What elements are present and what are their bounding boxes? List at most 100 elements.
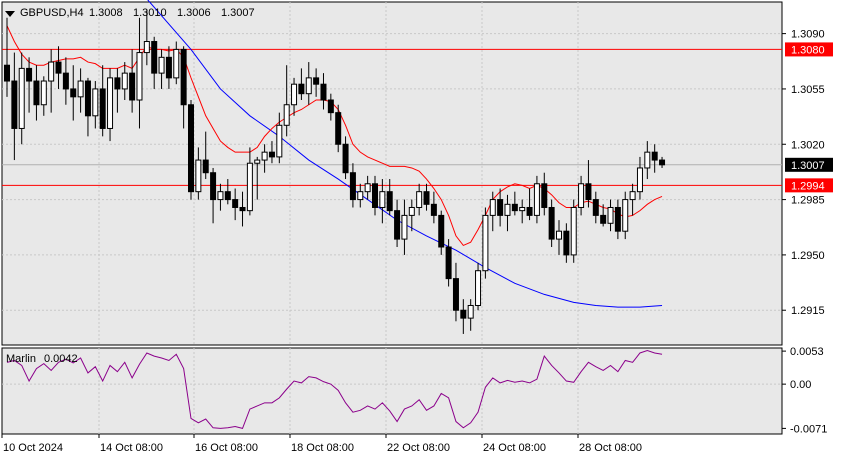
- candle-bear: [342, 143, 349, 174]
- candle-bear: [320, 83, 327, 101]
- lower-level-badge-text: 1.2994: [791, 180, 825, 192]
- candle-bull: [92, 88, 99, 117]
- candle-bull: [489, 199, 496, 216]
- candle-bear: [313, 77, 320, 85]
- candle-bull: [408, 206, 415, 216]
- marlin-line: [6, 349, 663, 429]
- candle-bear: [99, 88, 106, 129]
- candle-bear: [298, 83, 305, 95]
- ohlc-close: 1.3007: [221, 7, 255, 19]
- candle-bull: [416, 191, 423, 208]
- candle-bear: [11, 80, 18, 129]
- main-pane-background: [1, 1, 783, 346]
- candle-bear: [614, 206, 621, 232]
- candle-bear: [210, 172, 217, 201]
- candle-bear: [4, 64, 10, 82]
- candle-bull: [173, 48, 180, 79]
- candle-bear: [349, 172, 356, 201]
- candle-bear: [526, 206, 533, 216]
- indicator-value: 0.0042: [44, 353, 78, 365]
- candle-bear: [430, 203, 437, 216]
- osc-tick-label: 0.0053: [790, 346, 824, 358]
- candle-bull: [158, 56, 165, 74]
- candle-bear: [445, 246, 452, 280]
- candle-bull: [475, 270, 482, 306]
- candle-bull: [629, 191, 636, 201]
- oscillator-layer: [6, 349, 663, 429]
- candle-bull: [305, 77, 312, 95]
- moving-average-layer: [147, 0, 663, 308]
- candle-bull: [77, 80, 84, 98]
- candle-bull: [291, 83, 298, 106]
- price-tick-label: 1.3020: [791, 139, 825, 151]
- candle-bull: [570, 206, 577, 256]
- candle-bull: [136, 52, 143, 101]
- candles-layer: [4, 9, 666, 334]
- candle-bear: [239, 206, 246, 212]
- candle-bull: [519, 206, 526, 212]
- price-tick-label: 1.2950: [791, 250, 825, 262]
- candle-bull: [121, 72, 128, 90]
- time-tick-label: 10 Oct 2024: [3, 442, 63, 454]
- time-tick-label: 22 Oct 08:00: [387, 442, 450, 454]
- candle-bull: [107, 77, 114, 129]
- candle-bear: [70, 88, 77, 98]
- oscillator-grid: [2, 348, 782, 434]
- candle-bear: [188, 104, 194, 193]
- time-tick-label: 28 Oct 08:00: [579, 442, 642, 454]
- candle-bear: [55, 61, 62, 74]
- candle-bull: [636, 167, 643, 193]
- candle-bear: [563, 230, 570, 256]
- candle-bear: [26, 67, 33, 82]
- price-tick-label: 1.2915: [791, 305, 825, 317]
- upper-level-badge: 1.3080: [785, 42, 833, 57]
- ohlc-open: 1.3008: [89, 7, 123, 19]
- candle-bull: [195, 159, 202, 193]
- candle-bear: [541, 183, 548, 208]
- candle-bull: [622, 199, 629, 232]
- time-tick-label: 24 Oct 08:00: [483, 442, 546, 454]
- price-tick-label: 1.3090: [791, 29, 825, 41]
- candle-bear: [600, 214, 607, 224]
- candle-bear: [548, 206, 555, 240]
- oscillator-pane-background: [1, 347, 783, 435]
- moving-average-line: [147, 0, 663, 308]
- candle-bull: [467, 304, 474, 319]
- osc-tick-label: 0.00: [790, 379, 811, 391]
- candle-bull: [379, 191, 386, 208]
- candle-bear: [114, 77, 121, 90]
- candle-bear: [423, 191, 430, 205]
- candle-bull: [556, 230, 562, 240]
- candle-bull: [533, 183, 540, 216]
- candle-bear: [438, 214, 445, 248]
- oscillator-axis[interactable]: 0.0053 0.00 -0.0071: [782, 346, 827, 435]
- candle-bull: [364, 183, 371, 193]
- candle-bull: [18, 67, 25, 129]
- chart-menu-triangle-icon[interactable]: [5, 11, 15, 17]
- price-axis[interactable]: 1.3090 1.3055 1.3020 1.2985 1.2950 1.2915: [782, 29, 825, 318]
- indicator-name: Marlin: [6, 353, 36, 365]
- candle-bear: [592, 199, 599, 216]
- envelope-line: [6, 25, 663, 247]
- candle-bear: [394, 210, 401, 240]
- candle-bear: [651, 151, 658, 161]
- ohlc-high: 1.3010: [133, 7, 167, 19]
- candle-bear: [386, 191, 393, 212]
- candle-bear: [335, 112, 342, 145]
- time-tick-label: 14 Oct 08:00: [100, 442, 163, 454]
- candle-bull: [283, 104, 290, 126]
- candle-bull: [607, 206, 614, 224]
- candle-bear: [33, 80, 40, 106]
- upper-level-badge-text: 1.3080: [791, 44, 825, 56]
- candle-bull: [644, 151, 651, 169]
- candle-bear: [232, 199, 239, 208]
- candle-bear: [62, 72, 69, 90]
- ohlc-low: 1.3006: [177, 7, 211, 19]
- candle-bull: [40, 80, 47, 106]
- candle-bull: [578, 183, 585, 208]
- candle-bear: [268, 151, 275, 158]
- time-axis[interactable]: 10 Oct 2024 14 Oct 08:00 16 Oct 08:00 18 Oc…: [1, 434, 642, 454]
- candle-bear: [165, 56, 172, 79]
- candle-bull: [48, 61, 55, 82]
